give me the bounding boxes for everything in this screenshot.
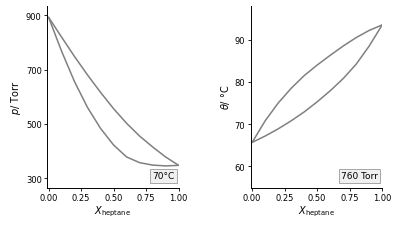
Text: 760 Torr: 760 Torr [341,172,378,180]
X-axis label: $X_{\mathrm{heptane}}$: $X_{\mathrm{heptane}}$ [298,204,335,218]
Y-axis label: $\theta$/ °C: $\theta$/ °C [219,85,232,110]
X-axis label: $X_{\mathrm{heptane}}$: $X_{\mathrm{heptane}}$ [95,204,132,218]
Y-axis label: $p$/ Torr: $p$/ Torr [9,80,23,114]
Text: 70°C: 70°C [152,172,175,180]
